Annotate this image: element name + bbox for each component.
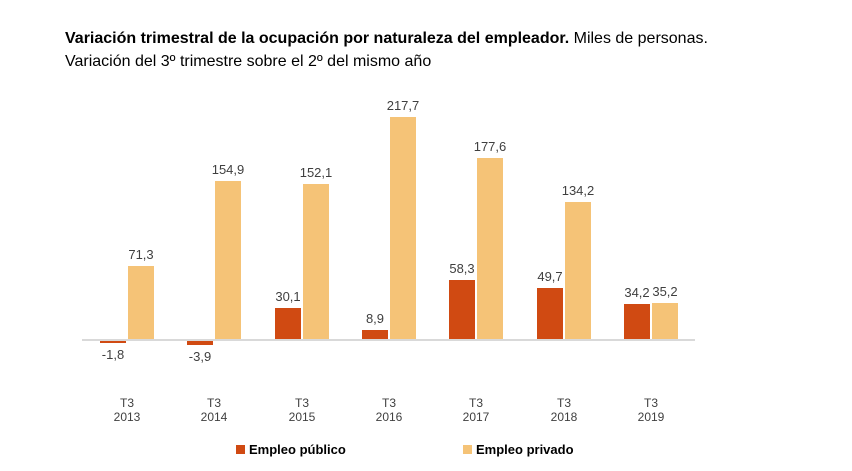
bar-empleo-privado-2013 [128, 266, 154, 339]
x-axis-line [82, 339, 695, 341]
bar-empleo-privado-2018 [565, 202, 591, 339]
bar-empleo-publico-2017 [449, 280, 475, 339]
bar-empleo-publico-2018 [537, 288, 563, 339]
x-axis-label-2014: T3 2014 [174, 396, 254, 424]
value-label-empleo-publico-2017: 58,3 [449, 261, 475, 276]
x-axis-label-quarter: T3 [643, 396, 658, 410]
x-axis-label-quarter: T3 [206, 396, 221, 410]
bar-empleo-privado-2019 [652, 303, 678, 339]
x-axis-label-quarter: T3 [468, 396, 483, 410]
value-label-empleo-publico-2014: -3,9 [188, 349, 212, 364]
chart-title-bold: Variación trimestral de la ocupación por… [65, 30, 570, 47]
legend-swatch-empleo-publico [236, 445, 245, 454]
value-label-empleo-privado-2016: 217,7 [386, 98, 420, 113]
bar-empleo-privado-2015 [303, 184, 329, 339]
bar-empleo-privado-2017 [477, 158, 503, 339]
x-axis-label-year: 2013 [113, 410, 141, 424]
x-axis-label-quarter: T3 [556, 396, 571, 410]
bar-empleo-publico-2016 [362, 330, 388, 339]
x-axis-label-year: 2018 [550, 410, 578, 424]
legend-item-empleo-publico: Empleo público [236, 442, 346, 457]
value-label-empleo-privado-2019: 35,2 [652, 284, 678, 299]
legend-label-empleo-privado: Empleo privado [476, 442, 574, 457]
value-label-empleo-privado-2017: 177,6 [473, 139, 507, 154]
chart-title: Variación trimestral de la ocupación por… [65, 27, 825, 73]
x-axis-label-quarter: T3 [119, 396, 134, 410]
bar-empleo-publico-2013 [100, 341, 126, 343]
bar-empleo-publico-2015 [275, 308, 301, 339]
bar-empleo-publico-2019 [624, 304, 650, 339]
x-axis-label-2013: T3 2013 [87, 396, 167, 424]
value-label-empleo-privado-2014: 154,9 [211, 162, 245, 177]
x-axis-label-2017: T3 2017 [436, 396, 516, 424]
x-axis-label-2016: T3 2016 [349, 396, 429, 424]
bar-empleo-publico-2014 [187, 341, 213, 345]
value-label-empleo-publico-2013: -1,8 [101, 347, 125, 362]
chart-subtitle: Variación del 3º trimestre sobre el 2º d… [65, 53, 432, 70]
x-axis-label-year: 2017 [462, 410, 490, 424]
x-axis-label-2015: T3 2015 [262, 396, 342, 424]
chart-title-units: Miles de personas. [569, 30, 708, 47]
x-axis-label-year: 2019 [637, 410, 665, 424]
x-axis-label-2019: T3 2019 [611, 396, 691, 424]
legend-swatch-empleo-privado [463, 445, 472, 454]
value-label-empleo-privado-2015: 152,1 [299, 165, 333, 180]
legend-label-empleo-publico: Empleo público [249, 442, 346, 457]
value-label-empleo-privado-2018: 134,2 [561, 183, 595, 198]
value-label-empleo-privado-2013: 71,3 [128, 247, 154, 262]
x-axis-label-year: 2014 [200, 410, 228, 424]
value-label-empleo-publico-2016: 8,9 [365, 311, 385, 326]
value-label-empleo-publico-2019: 34,2 [624, 285, 650, 300]
legend-item-empleo-privado: Empleo privado [463, 442, 574, 457]
x-axis-label-quarter: T3 [294, 396, 309, 410]
x-axis-label-2018: T3 2018 [524, 396, 604, 424]
x-axis-label-quarter: T3 [381, 396, 396, 410]
chart-title-line1: Variación trimestral de la ocupación por… [65, 27, 825, 50]
x-axis-label-year: 2015 [288, 410, 316, 424]
bar-empleo-privado-2016 [390, 117, 416, 339]
value-label-empleo-publico-2018: 49,7 [537, 269, 563, 284]
value-label-empleo-publico-2015: 30,1 [275, 289, 301, 304]
x-axis-label-year: 2016 [375, 410, 403, 424]
bar-empleo-privado-2014 [215, 181, 241, 339]
bar-chart: -1,8 71,3 -3,9 154,9 30,1 152,1 8,9 217,7 58,3 17… [82, 88, 695, 388]
